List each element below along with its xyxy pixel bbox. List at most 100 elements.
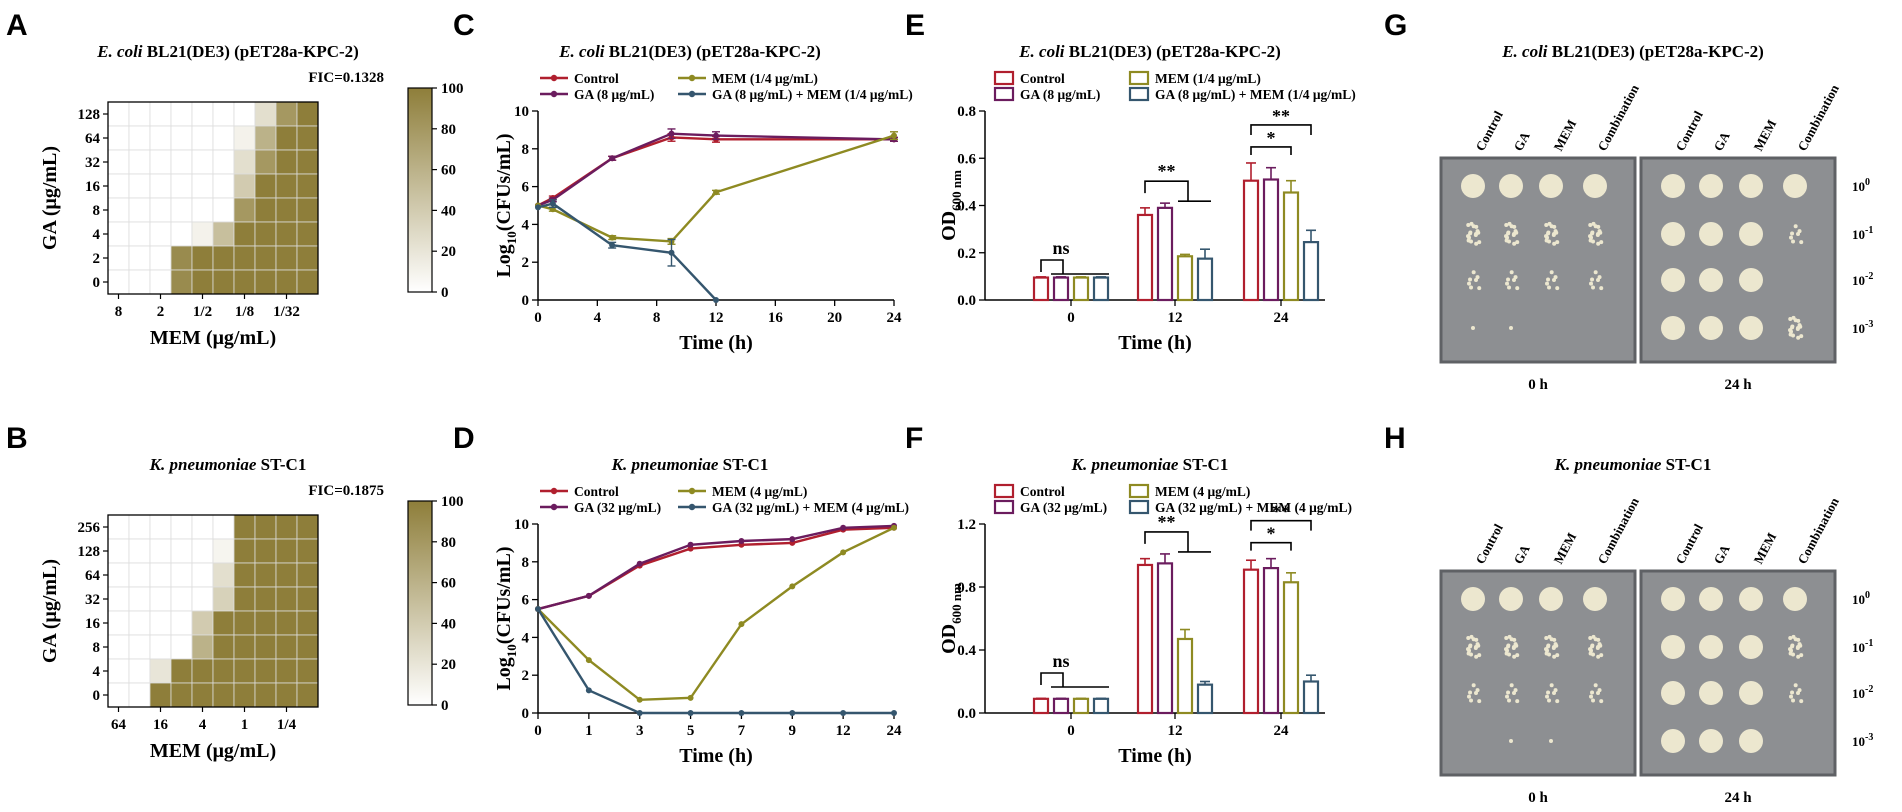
plate-0: Control GA MEM Combination 0 h xyxy=(1439,81,1642,393)
colony-dot xyxy=(1590,643,1595,648)
colony-dot xyxy=(1505,694,1510,699)
title-strain: ST-C1 xyxy=(256,455,306,474)
panel-letter-A: A xyxy=(6,9,28,42)
heatmap-frame xyxy=(107,514,319,708)
panel-letter-C: C xyxy=(453,9,475,42)
heatmap-cell xyxy=(191,101,214,127)
heatmap-cell xyxy=(275,610,298,636)
y-tick-label: 64 xyxy=(85,568,101,584)
heatmap-cell xyxy=(191,125,214,151)
heatmap-cell xyxy=(212,101,235,127)
colony-dot xyxy=(1552,224,1557,229)
y-tick-label: 128 xyxy=(78,107,101,123)
legend-marker xyxy=(688,487,696,495)
data-point xyxy=(636,560,643,567)
heatmap-cell xyxy=(275,173,298,199)
heatmap-cell xyxy=(149,221,172,247)
colony-dot xyxy=(1788,328,1793,333)
colony-dot xyxy=(1549,683,1554,688)
heatmap-cell xyxy=(212,682,235,708)
heatmap-cell xyxy=(296,514,319,540)
y-tick-label: 8 xyxy=(522,142,530,158)
plate-1: Control GA MEM Combination 24 h xyxy=(1639,81,1842,393)
heatmap-cell xyxy=(212,221,235,247)
colony-dot xyxy=(1466,651,1471,656)
legend-label: GA (8 μg/mL) + MEM (1/4 μg/mL) xyxy=(712,87,913,102)
series-line xyxy=(537,134,895,243)
heatmap-panel-A: E. coli BL21(DE3) (pET28a-KPC-2) FIC=0.13… xyxy=(39,42,464,349)
colony-dot xyxy=(1509,270,1514,275)
series-line xyxy=(537,524,895,611)
x-tick-label: 12 xyxy=(1168,723,1183,739)
colony-spot xyxy=(1661,316,1685,340)
heatmap-cell xyxy=(191,173,214,199)
heatmap-cell xyxy=(233,586,256,612)
heatmap-cell xyxy=(233,101,256,127)
colony-dot xyxy=(1477,653,1482,658)
colony-spot xyxy=(1539,587,1563,611)
colony-dot xyxy=(1475,275,1480,280)
plate-time-label: 0 h xyxy=(1528,790,1548,806)
heatmap-cell xyxy=(254,682,277,708)
colony-dot xyxy=(1549,739,1553,743)
colony-spot xyxy=(1661,681,1685,705)
heatmap-cell xyxy=(107,245,130,271)
y-tick-label: 8 xyxy=(93,203,101,219)
colony-dot xyxy=(1544,651,1549,656)
dilution-label: 100 xyxy=(1852,177,1870,194)
colony-dot xyxy=(1588,651,1593,656)
column-label: Combination xyxy=(1794,81,1842,153)
heatmap-cell xyxy=(149,514,172,540)
colony-spot xyxy=(1661,635,1685,659)
dilution-exponent: -2 xyxy=(1865,271,1873,282)
title-strain: ST-C1 xyxy=(718,455,768,474)
plate-1: Control GA MEM Combination 24 h xyxy=(1639,494,1842,806)
column-label: Control xyxy=(1672,521,1706,566)
colony-dot xyxy=(1790,324,1795,329)
colony-dot xyxy=(1590,690,1595,695)
heatmap-cell xyxy=(254,245,277,271)
heatmap-cell xyxy=(296,586,319,612)
heatmap-cell xyxy=(170,538,193,564)
colony-dot xyxy=(1789,694,1794,699)
colony-dot xyxy=(1504,651,1509,656)
colony-dot xyxy=(1591,285,1596,290)
y-tick-label: 16 xyxy=(85,179,101,195)
colony-dot xyxy=(1798,324,1803,329)
colony-dot xyxy=(1799,240,1804,245)
colony-dot xyxy=(1599,699,1604,704)
bar xyxy=(1242,179,1260,302)
x-tick-label: 12 xyxy=(709,310,724,326)
heatmap-cell xyxy=(170,634,193,660)
chart-title: E. coli BL21(DE3) (pET28a-KPC-2) xyxy=(96,42,359,61)
heatmap-cell xyxy=(233,197,256,223)
data-point xyxy=(891,524,897,531)
colony-dot xyxy=(1546,643,1551,648)
significance-label: * xyxy=(1267,128,1276,148)
x-tick-label: 24 xyxy=(887,310,903,326)
legend-swatch xyxy=(1128,499,1150,515)
heatmap-cell xyxy=(107,269,130,295)
plate-0: Control GA MEM Combination 0 h xyxy=(1439,494,1642,806)
panel-letter-B: B xyxy=(6,422,28,455)
heatmap-cell xyxy=(149,269,172,295)
heatmap-cell xyxy=(254,221,277,247)
heatmap-cell xyxy=(275,658,298,684)
heatmap-cell xyxy=(149,173,172,199)
colony-spot xyxy=(1739,174,1763,198)
colony-spot xyxy=(1583,174,1607,198)
colony-dot xyxy=(1790,643,1795,648)
heatmap-cell xyxy=(212,197,235,223)
significance-label: ns xyxy=(1052,238,1069,258)
heatmap-cell xyxy=(191,197,214,223)
bar-chart-panel-E: E. coli BL21(DE3) (pET28a-KPC-2)Control M… xyxy=(938,42,1356,354)
title-species: E. coli xyxy=(558,42,605,61)
colony-dot xyxy=(1514,230,1519,235)
significance-bracket xyxy=(1250,519,1312,531)
data-point xyxy=(738,710,745,716)
data-point xyxy=(609,242,616,249)
colony-dot xyxy=(1544,647,1549,652)
colony-dot xyxy=(1507,634,1512,639)
title-species: E. coli xyxy=(1501,42,1548,61)
column-label: GA xyxy=(1710,542,1733,567)
